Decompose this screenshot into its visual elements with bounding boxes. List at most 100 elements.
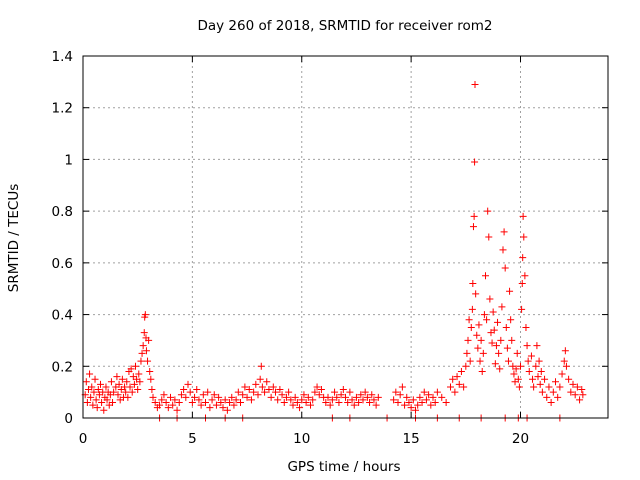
data-point (494, 318, 502, 326)
data-point (309, 396, 317, 404)
data-point (177, 391, 185, 399)
data-point (317, 386, 325, 394)
data-point (280, 398, 288, 406)
data-point (239, 391, 247, 399)
data-point (533, 342, 541, 350)
data-point (123, 378, 131, 386)
data-point (495, 349, 503, 357)
data-point (257, 362, 265, 370)
data-point (315, 391, 323, 399)
data-point (88, 383, 96, 391)
data-point (465, 316, 473, 324)
data-point (162, 398, 170, 406)
data-point (302, 398, 310, 406)
data-point (529, 375, 537, 383)
data-point (344, 398, 352, 406)
data-point (195, 396, 203, 404)
data-point (502, 324, 510, 331)
data-point (156, 401, 164, 409)
data-point (110, 388, 118, 396)
data-point (230, 401, 238, 409)
data-point (471, 80, 479, 88)
x-tick-label: 10 (293, 431, 310, 447)
data-point (234, 388, 242, 396)
data-point (372, 401, 380, 409)
data-point (469, 223, 477, 231)
data-point (462, 362, 470, 370)
data-point (291, 393, 299, 401)
data-point (545, 383, 553, 391)
data-point (514, 375, 522, 383)
data-point (122, 388, 130, 396)
data-point (535, 357, 543, 365)
data-point (477, 336, 485, 344)
data-point (282, 393, 290, 401)
data-point (412, 406, 419, 414)
data-point (267, 393, 275, 401)
data-point (164, 404, 172, 412)
y-tick-label: 0.4 (52, 308, 73, 324)
data-point (498, 303, 506, 311)
y-tick-label: 1.2 (52, 101, 73, 117)
data-point (232, 396, 240, 404)
chart-title: Day 260 of 2018, SRMTID for receiver rom… (197, 18, 492, 34)
data-point (287, 396, 295, 404)
data-point (263, 378, 271, 386)
data-point (223, 406, 231, 414)
data-point (339, 386, 347, 394)
data-point (199, 391, 207, 399)
data-point (132, 362, 139, 370)
data-point (333, 393, 341, 401)
data-point (534, 373, 542, 381)
data-point (304, 393, 312, 401)
data-point (449, 375, 457, 383)
data-point (460, 383, 468, 391)
data-point (394, 398, 402, 406)
data-point (561, 347, 569, 355)
data-point (472, 290, 480, 298)
data-point (576, 396, 584, 404)
data-point (221, 396, 229, 404)
data-point (90, 388, 98, 396)
data-point (169, 401, 177, 409)
data-point (188, 398, 196, 406)
data-point (464, 336, 472, 344)
data-point (361, 388, 369, 396)
x-tick-label: 5 (188, 431, 197, 447)
data-point (113, 373, 121, 381)
data-point (571, 391, 579, 399)
data-point (497, 336, 505, 344)
data-point (473, 331, 481, 339)
data-point (427, 401, 435, 409)
data-point (463, 349, 471, 357)
data-point (519, 212, 527, 220)
data-point (512, 365, 520, 373)
data-point (470, 212, 478, 220)
y-tick-label: 0 (64, 411, 73, 427)
data-point (126, 383, 134, 391)
data-point (425, 391, 433, 399)
data-point (558, 370, 566, 378)
x-tick-label: 15 (403, 431, 420, 447)
data-point (405, 398, 413, 406)
data-point (489, 308, 497, 316)
data-point (510, 370, 518, 378)
data-point (368, 391, 376, 399)
data-point (433, 388, 441, 396)
data-point (499, 246, 507, 254)
y-axis-label: SRMTID / TECUs (6, 184, 22, 292)
data-point (208, 396, 216, 404)
data-point (508, 336, 516, 344)
data-point (92, 396, 100, 404)
data-point (237, 398, 244, 406)
data-point (467, 324, 475, 331)
data-point (403, 393, 411, 401)
data-point (431, 398, 439, 406)
data-point (191, 393, 199, 401)
data-point (276, 386, 284, 394)
data-point (513, 349, 521, 357)
data-point (374, 393, 382, 401)
data-point (252, 380, 260, 388)
data-point (476, 357, 484, 365)
y-tick-label: 1 (64, 152, 73, 168)
